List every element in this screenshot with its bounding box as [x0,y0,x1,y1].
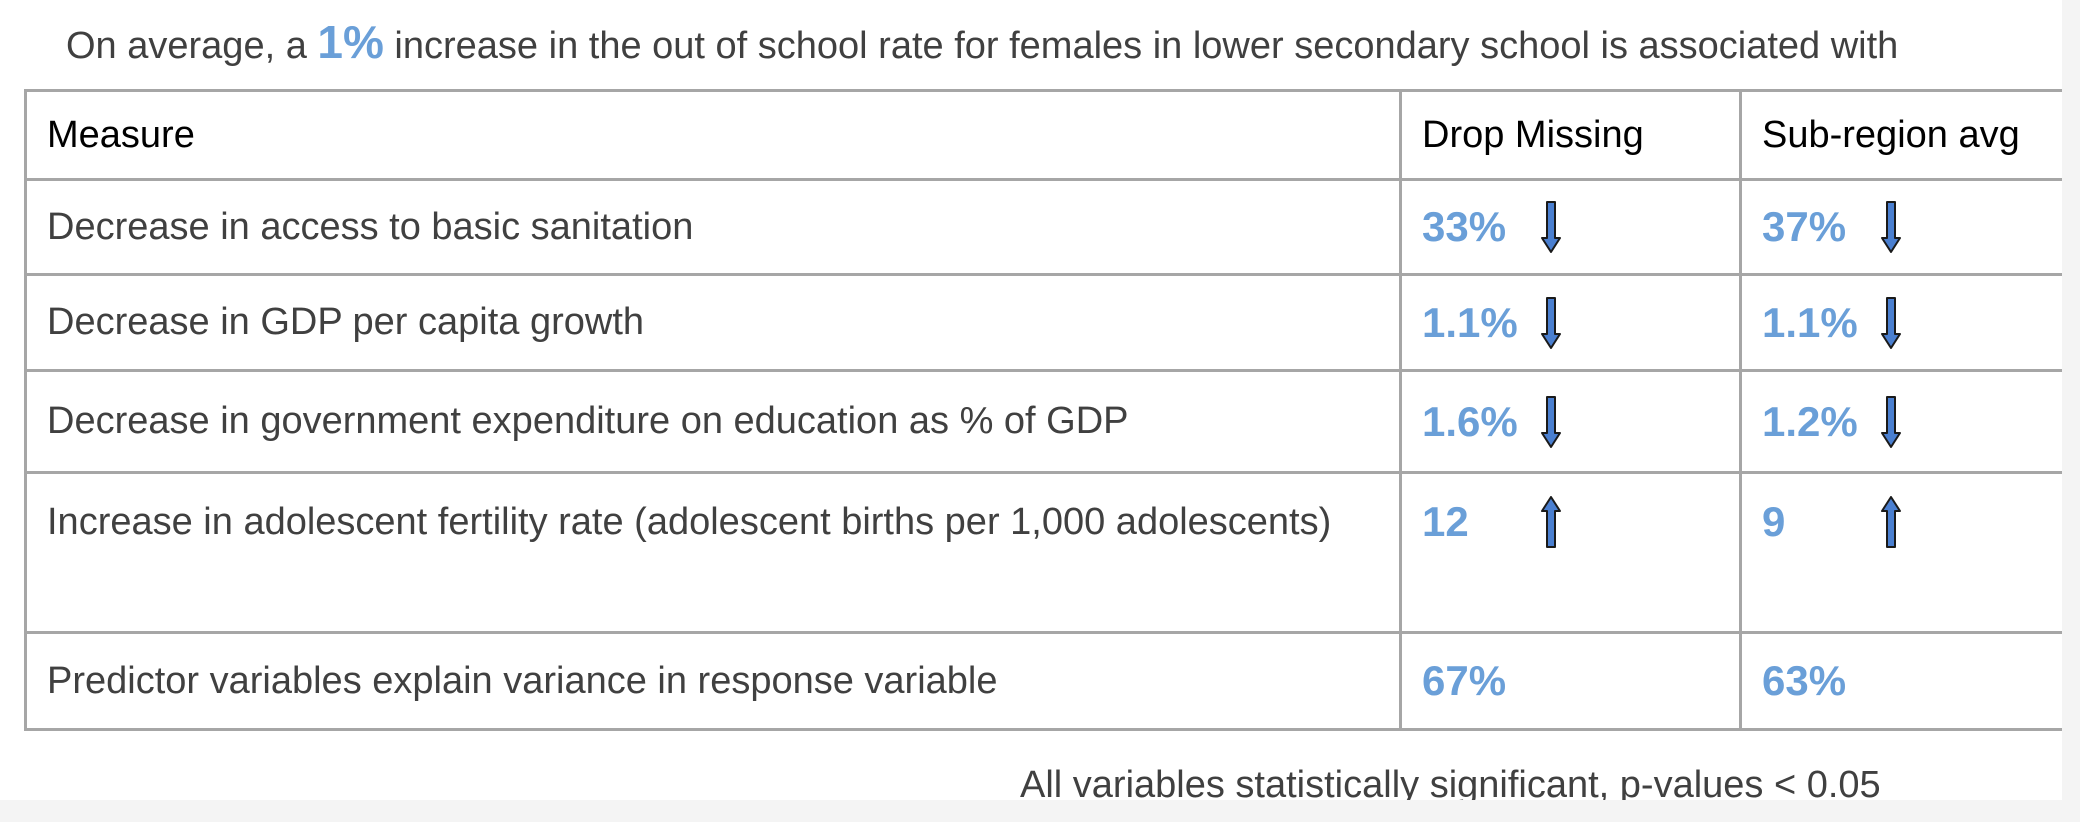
headline-before: On average, a [66,25,318,67]
table-row: Predictor variables explain variance in … [24,631,2071,731]
subregion-avg-cell: 1.2% [1739,369,2071,474]
up-arrow-icon [1540,495,1562,549]
subregion-avg-cell: 63% [1739,631,2071,731]
table-header-row: Measure Drop Missing Sub-region avg [24,89,2071,181]
subregion-avg-value: 1.2% [1762,397,1858,445]
subregion-avg-value: 63% [1762,657,1847,704]
headline: On average, a 1% increase in the out of … [66,14,1898,74]
right-edge [2062,0,2080,822]
table-row: Decrease in access to basic sanitation 3… [24,178,2071,276]
down-arrow-icon [1880,296,1902,350]
down-arrow-icon [1880,200,1902,254]
table-row: Increase in adolescent fertility rate (a… [24,471,2071,634]
drop-missing-cell: 67% [1399,631,1742,731]
subregion-avg-cell: 1.1% [1739,273,2071,372]
drop-missing-cell: 1.6% [1399,369,1742,474]
header-measure: Measure [24,89,1402,181]
measure-cell: Increase in adolescent fertility rate (a… [24,471,1402,634]
drop-missing-value: 67% [1422,657,1507,704]
down-arrow-icon [1540,296,1562,350]
header-subregion-avg: Sub-region avg [1739,89,2071,181]
subregion-avg-value: 37% [1762,203,1847,250]
subregion-avg-value: 1.1% [1762,298,1858,346]
measure-cell: Decrease in government expenditure on ed… [24,369,1402,474]
results-table: Measure Drop Missing Sub-region avg Decr… [24,89,2071,731]
measure-cell: Predictor variables explain variance in … [24,631,1402,731]
drop-missing-cell: 12 [1399,471,1742,634]
drop-missing-value: 33% [1422,203,1507,250]
down-arrow-icon [1540,395,1562,449]
subregion-avg-cell: 37% [1739,178,2071,276]
measure-cell: Decrease in access to basic sanitation [24,178,1402,276]
header-drop-missing: Drop Missing [1399,89,1742,181]
subregion-avg-cell: 9 [1739,471,2071,634]
drop-missing-cell: 1.1% [1399,273,1742,372]
drop-missing-value: 12 [1422,498,1469,545]
drop-missing-value: 1.6% [1422,397,1518,445]
headline-after: increase in the out of school rate for f… [383,25,1899,67]
measure-cell: Decrease in GDP per capita growth [24,273,1402,372]
footnote: All variables statistically significant,… [1020,764,1881,806]
subregion-avg-value: 9 [1762,498,1786,545]
bottom-edge [0,800,2080,822]
up-arrow-icon [1880,495,1902,549]
down-arrow-icon [1880,395,1902,449]
drop-missing-value: 1.1% [1422,298,1518,346]
down-arrow-icon [1540,200,1562,254]
table-row: Decrease in GDP per capita growth 1.1% 1… [24,273,2071,372]
drop-missing-cell: 33% [1399,178,1742,276]
table-row: Decrease in government expenditure on ed… [24,369,2071,474]
headline-highlight: 1% [317,16,384,68]
